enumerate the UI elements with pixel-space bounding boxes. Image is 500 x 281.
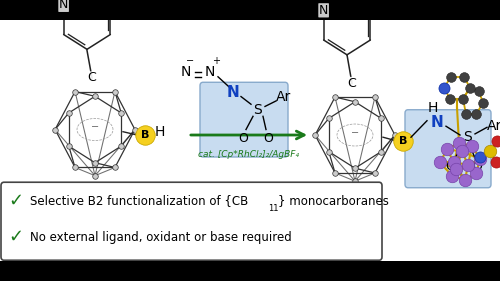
- Text: Selective B2 functionalization of {CB: Selective B2 functionalization of {CB: [30, 194, 248, 207]
- FancyBboxPatch shape: [405, 110, 491, 188]
- Text: C: C: [88, 71, 96, 84]
- Text: O: O: [472, 160, 482, 173]
- Text: 11: 11: [268, 204, 278, 213]
- FancyBboxPatch shape: [1, 182, 382, 260]
- Text: B: B: [399, 135, 407, 146]
- Text: B: B: [141, 130, 149, 140]
- Text: S: S: [462, 130, 471, 144]
- Text: C: C: [348, 77, 356, 90]
- Text: N: N: [181, 65, 191, 80]
- Text: } monocarboranes: } monocarboranes: [278, 194, 389, 207]
- Text: N: N: [319, 4, 328, 17]
- Text: No external ligand, oxidant or base required: No external ligand, oxidant or base requ…: [30, 231, 292, 244]
- Text: Ar: Ar: [488, 119, 500, 133]
- FancyBboxPatch shape: [0, 20, 500, 261]
- FancyBboxPatch shape: [200, 82, 288, 157]
- Text: S: S: [254, 103, 262, 117]
- Text: −: −: [91, 122, 99, 132]
- Text: H: H: [428, 101, 438, 115]
- Text: O: O: [263, 132, 273, 145]
- Text: N: N: [430, 115, 444, 130]
- Text: N: N: [226, 85, 239, 100]
- Text: N: N: [59, 0, 69, 11]
- Text: −: −: [186, 56, 194, 66]
- Text: Ar: Ar: [276, 90, 291, 104]
- Text: +: +: [212, 56, 220, 66]
- Text: ✓: ✓: [8, 192, 24, 210]
- Text: cat. [Cp*RhCl₂]₂/AgBF₄: cat. [Cp*RhCl₂]₂/AgBF₄: [198, 150, 300, 159]
- Text: −: −: [351, 128, 359, 138]
- Text: O: O: [445, 160, 455, 173]
- Text: O: O: [238, 132, 248, 145]
- Text: N: N: [205, 65, 215, 80]
- Text: ✓: ✓: [8, 228, 24, 246]
- Text: H: H: [155, 125, 165, 139]
